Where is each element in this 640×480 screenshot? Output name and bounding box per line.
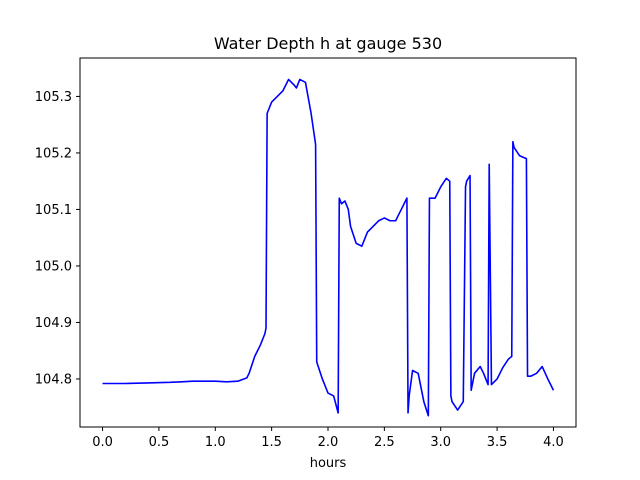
x-tick-label: 1.5 xyxy=(261,435,282,450)
x-tick-label: 3.5 xyxy=(487,435,508,450)
x-tick-label: 0.0 xyxy=(92,435,113,450)
y-tick-label: 105.3 xyxy=(35,90,72,105)
y-tick-label: 104.8 xyxy=(35,372,72,387)
x-tick-label: 3.0 xyxy=(430,435,451,450)
chart-title: Water Depth h at gauge 530 xyxy=(214,34,442,53)
x-axis: 0.0 0.5 1.0 1.5 2.0 2.5 3.0 3.5 4.0 xyxy=(92,427,564,450)
x-axis-label: hours xyxy=(310,456,347,471)
x-tick-label: 0.5 xyxy=(149,435,170,450)
series-line-0 xyxy=(102,78,555,417)
series-layer xyxy=(102,78,555,417)
y-tick-label: 105.0 xyxy=(35,259,72,274)
y-tick-label: 104.9 xyxy=(35,316,72,331)
x-tick-label: 2.5 xyxy=(374,435,395,450)
x-tick-label: 4.0 xyxy=(543,435,564,450)
y-tick-label: 105.1 xyxy=(35,203,72,218)
y-tick-label: 105.2 xyxy=(35,146,72,161)
x-tick-label: 2.0 xyxy=(318,435,339,450)
x-tick-label: 1.0 xyxy=(205,435,226,450)
y-axis: 104.8 104.9 105.0 105.1 105.2 105.3 xyxy=(35,90,80,387)
